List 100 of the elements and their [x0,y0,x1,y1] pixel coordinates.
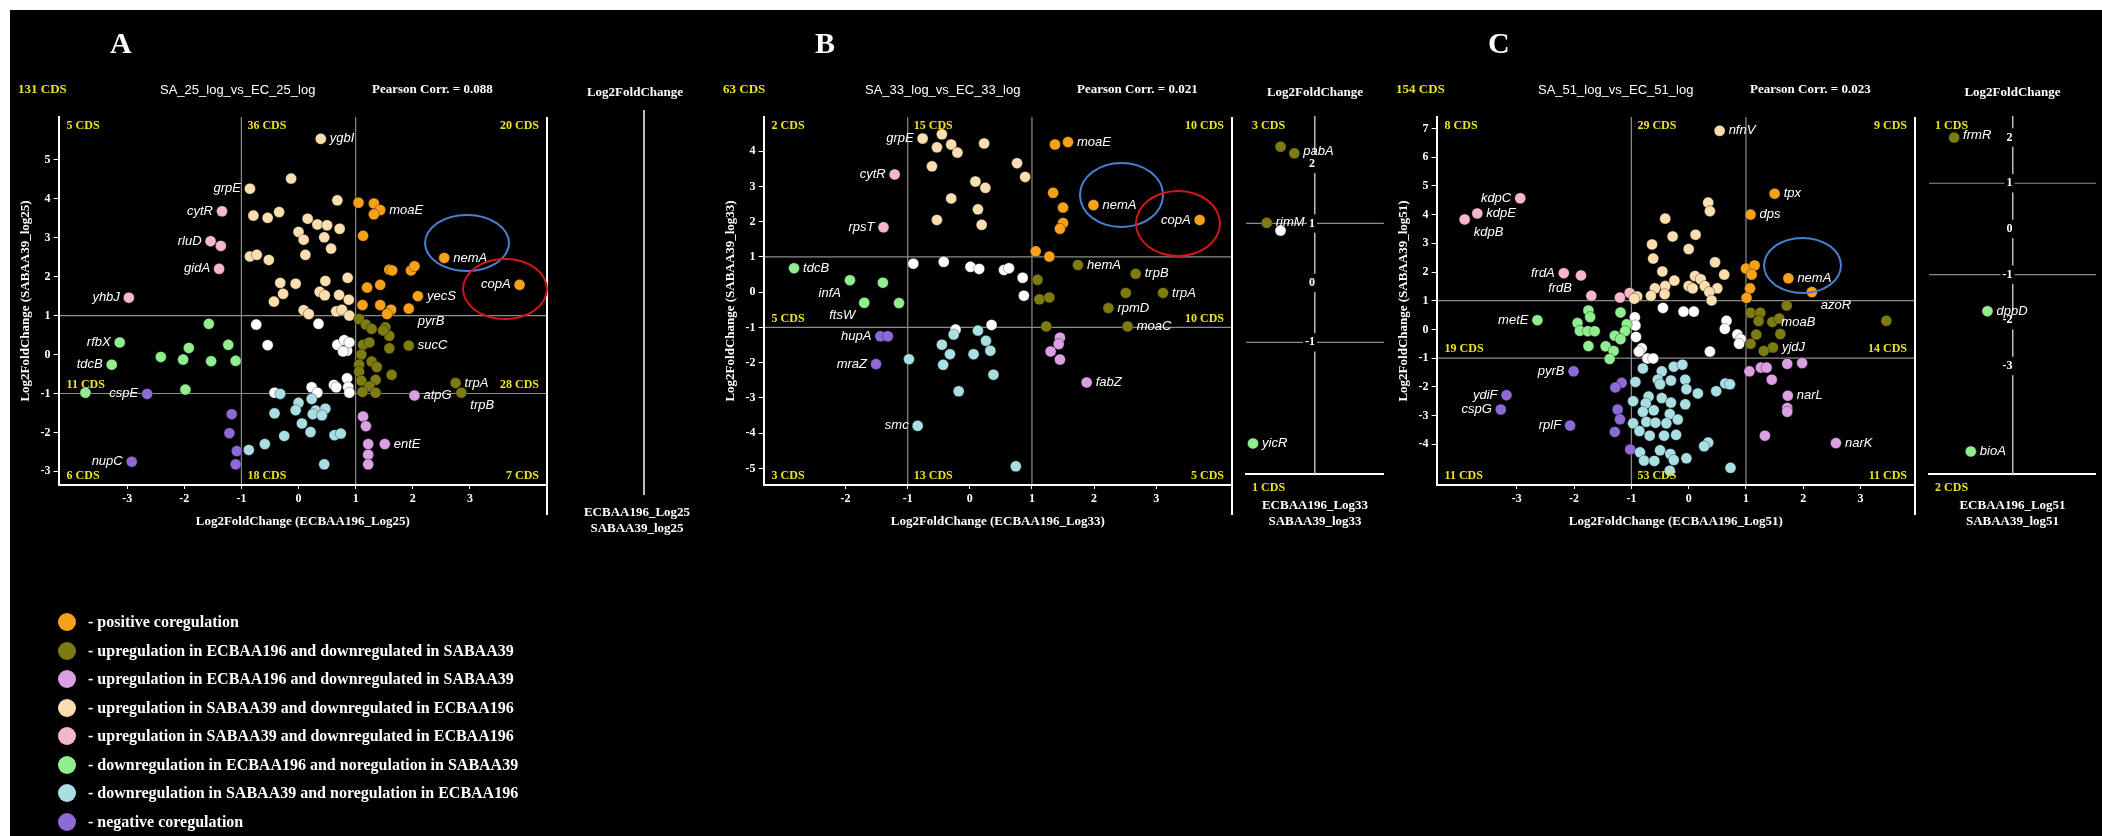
x-tick-label: 2 [1091,491,1098,506]
x-tick-label: 3 [466,491,473,506]
x-tick-label: 3 [1153,491,1160,506]
x-tick-label: -2 [179,491,190,506]
legend-label: - downregulation in ECBAA196 and noregulation in SABAA39 [88,755,519,774]
annotation: yhbJ [91,289,121,305]
text: ECBAA196_Log25 SABAA39_log25 [582,504,692,536]
annotation: dps [1759,206,1782,222]
y-tick-label: 0 [1309,275,1315,290]
annotation: 2 CDS [771,118,805,133]
y-tick-label: 3 [1422,235,1429,250]
annotation: yjdJ [1780,339,1806,355]
annotation: kdpE [1486,205,1517,221]
annotation: 14 CDS [1867,341,1908,356]
x-tick-label: -1 [236,491,247,506]
text: Log2FoldChange [585,84,685,100]
x-tick-label: -1 [1626,491,1637,506]
y-tick-label: 0 [2006,221,2013,236]
annotation: 53 CDS [1637,468,1677,483]
annotation: 10 CDS [1184,118,1225,133]
y-tick-label: -3 [2002,358,2013,373]
annotation: 28 CDS [499,376,540,391]
annotation: rluD [177,232,202,248]
x-tick-label: 0 [966,491,973,506]
y-tick-label: -2 [40,424,51,439]
annotation: 29 CDS [1637,118,1677,133]
annotation: 3 CDS [771,468,805,483]
annotation: hemA [1086,256,1121,272]
annotation: 11 CDS [1444,468,1484,483]
y-tick-label: 5 [1422,177,1429,192]
x-tick-label: -1 [902,491,913,506]
annotation: copA [1161,211,1191,227]
y-tick-label: -2 [745,354,756,369]
annotation: infA [818,284,841,300]
annotation: nemA [1102,196,1137,212]
y-tick-label: 4 [44,190,51,205]
annotation: 11 CDS [1868,468,1908,483]
y-tick-label: 3 [749,178,756,193]
legend-label: - upregulation in SABAA39 and downregulated in ECBAA196 [88,698,514,717]
annotation: 5 CDS [771,310,805,325]
annotation: nfnV [1728,122,1757,138]
annotation: moaB [1781,313,1816,329]
y-tick-label: -1 [40,385,51,400]
y-tick-label: 2 [1309,156,1315,171]
chart-subtitle: Pearson Corr. = 0.021 [1077,81,1198,97]
y-tick-label: -2 [1418,378,1429,393]
text: 154 CDS [1396,81,1445,97]
legend-label: - positive coregulation [88,613,239,632]
annotation: 36 CDS [247,118,287,133]
y-tick-label: -4 [1418,436,1429,451]
annotation: cytR [859,166,886,182]
annotation: mraZ [836,355,869,371]
x-axis-title: ECBAA196_Log51 SABAA39_log51 [1959,496,2066,528]
annotation: rfbX [86,334,113,350]
annotation: 5 CDS [66,118,100,133]
annotation: 10 CDS [1184,310,1225,325]
y-tick-label: 5 [44,151,51,166]
annotation: 18 CDS [247,468,287,483]
text: 63 CDS [723,81,766,97]
chart-title: SA_25_log_vs_EC_25_log [160,82,316,97]
y-tick-label: -1 [1305,334,1315,349]
annotation: rimM [1275,214,1305,230]
y-tick-label: 4 [1422,206,1429,221]
annotation: tpx [1783,185,1802,201]
chart-title: Log2FoldChange [1963,84,2062,100]
annotation: atpG [423,387,452,403]
annotation: 7 CDS [505,468,540,483]
y-tick-label: -3 [1418,407,1429,422]
annotation: kdpB [1473,224,1504,240]
annotation: fabZ [1095,374,1123,390]
x-tick-label: 3 [1857,491,1864,506]
annotation: azoR [1820,296,1852,312]
text: C [1488,26,1510,60]
annotation: yicR [1260,435,1288,451]
x-tick-label: 1 [352,491,359,506]
legend-label: - downregulation in SABAA39 and noregulation in ECBAA196 [88,784,519,803]
x-tick-label: -2 [840,491,851,506]
annotation: cspE [109,385,139,401]
legend-label: - upregulation in ECBAA196 and downregulated in SABAA39 [88,641,514,660]
y-axis-title: Log2FoldChange (SABAA39_log51) [1395,200,1411,402]
x-tick-label: 2 [409,491,416,506]
annotation: bioA [1979,443,2006,459]
y-tick-label: -3 [745,390,756,405]
annotation: 8 CDS [1444,118,1478,133]
annotation: kdpC [1480,189,1512,205]
x-tick-label: 2 [1800,491,1807,506]
text: 131 CDS [18,81,67,97]
annotation: moaE [1077,133,1112,149]
x-axis-title: Log2FoldChange (ECBAA196_Log51) [1568,512,1783,528]
annotation: moaC [1136,317,1172,333]
annotation: tdcB [803,259,830,275]
annotation: 19 CDS [1444,341,1484,356]
annotation: nemA [1797,269,1832,285]
annotation: sucC [417,337,448,353]
annotation: nupC [91,453,124,469]
annotation: metE [1498,311,1529,327]
y-tick-label: 1 [44,307,51,322]
annotation: 11 CDS [66,376,106,391]
y-tick-label: 2 [44,268,51,283]
chart-subtitle: Pearson Corr. = 0.023 [1750,81,1871,97]
